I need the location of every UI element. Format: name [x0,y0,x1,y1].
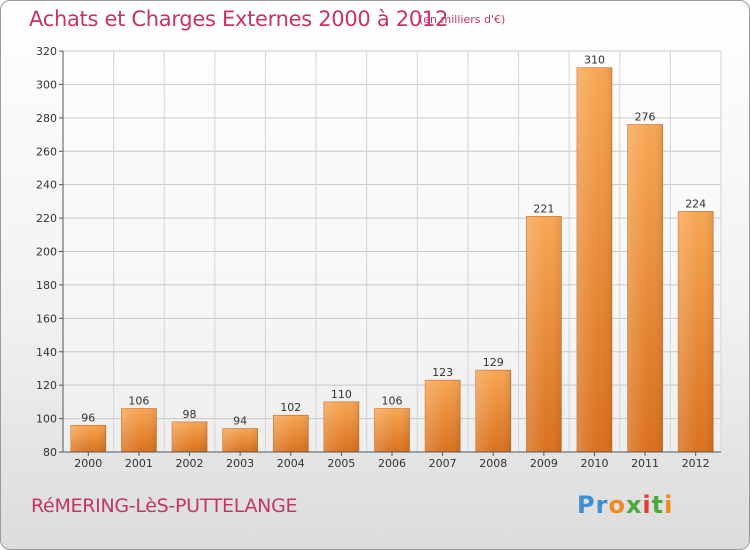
x-tick-label: 2009 [530,457,558,470]
x-tick-label: 2001 [125,457,153,470]
bar-value-label: 110 [331,388,352,401]
y-tick-label: 160 [36,312,57,325]
x-tick-label: 2012 [682,457,710,470]
y-tick-label: 320 [36,45,57,58]
bar-shade [273,415,309,452]
x-tick-label: 2011 [631,457,659,470]
x-tick-label: 2000 [74,457,102,470]
bar-value-label: 310 [584,54,605,67]
bar-value-label: 94 [233,415,247,428]
y-tick-label: 120 [36,379,57,392]
chart-title: Achats et Charges Externes 2000 à 2012 [29,7,449,31]
y-tick-label: 280 [36,112,57,125]
logo-letter: o [608,491,626,519]
bar-value-label: 224 [685,197,706,210]
x-tick-label: 2002 [176,457,204,470]
chart-subtitle: (en milliers d'€) [419,13,506,26]
y-tick-label: 300 [36,78,57,91]
bar-shade [576,67,612,452]
y-tick-label: 140 [36,346,57,359]
bar-value-label: 98 [183,408,197,421]
y-tick-label: 180 [36,279,57,292]
bar-value-label: 123 [432,366,453,379]
bar-value-label: 102 [280,401,301,414]
bar-value-label: 96 [81,411,95,424]
bar-shade [70,425,106,452]
y-tick-label: 260 [36,145,57,158]
y-tick-label: 80 [43,446,57,459]
bar-value-label: 221 [533,202,554,215]
x-tick-label: 2004 [277,457,305,470]
location-name: RéMERING-LèS-PUTTELANGE [31,495,298,517]
bar-shade [678,211,714,452]
bar-shade [425,380,461,452]
bar-shade [526,216,562,452]
bar-value-label: 276 [635,111,656,124]
bar-shade [222,428,258,452]
logo-letter: i [642,491,652,519]
y-tick-label: 100 [36,413,57,426]
logo-letter: r [595,491,609,519]
bar-shade [172,421,208,452]
logo-letter: t [651,491,665,519]
proxiti-logo: Proxiti [577,491,673,519]
y-tick-label: 240 [36,179,57,192]
x-tick-label: 2007 [429,457,457,470]
x-tick-label: 2008 [479,457,507,470]
bar-shade [121,408,157,452]
bar-shade [374,408,410,452]
bar-shade [627,124,663,453]
bar-value-label: 106 [382,395,403,408]
bar-value-label: 129 [483,356,504,369]
y-tick-label: 200 [36,246,57,259]
bar-shade [475,370,511,452]
x-tick-label: 2003 [226,457,254,470]
bar-value-label: 106 [128,395,149,408]
x-tick-label: 2006 [378,457,406,470]
x-tick-label: 2005 [327,457,355,470]
bar-shade [323,401,359,452]
y-tick-label: 220 [36,212,57,225]
logo-letter: i [664,491,674,519]
x-tick-label: 2010 [580,457,608,470]
logo-letter: x [625,491,643,519]
logo-letter: P [577,491,596,519]
